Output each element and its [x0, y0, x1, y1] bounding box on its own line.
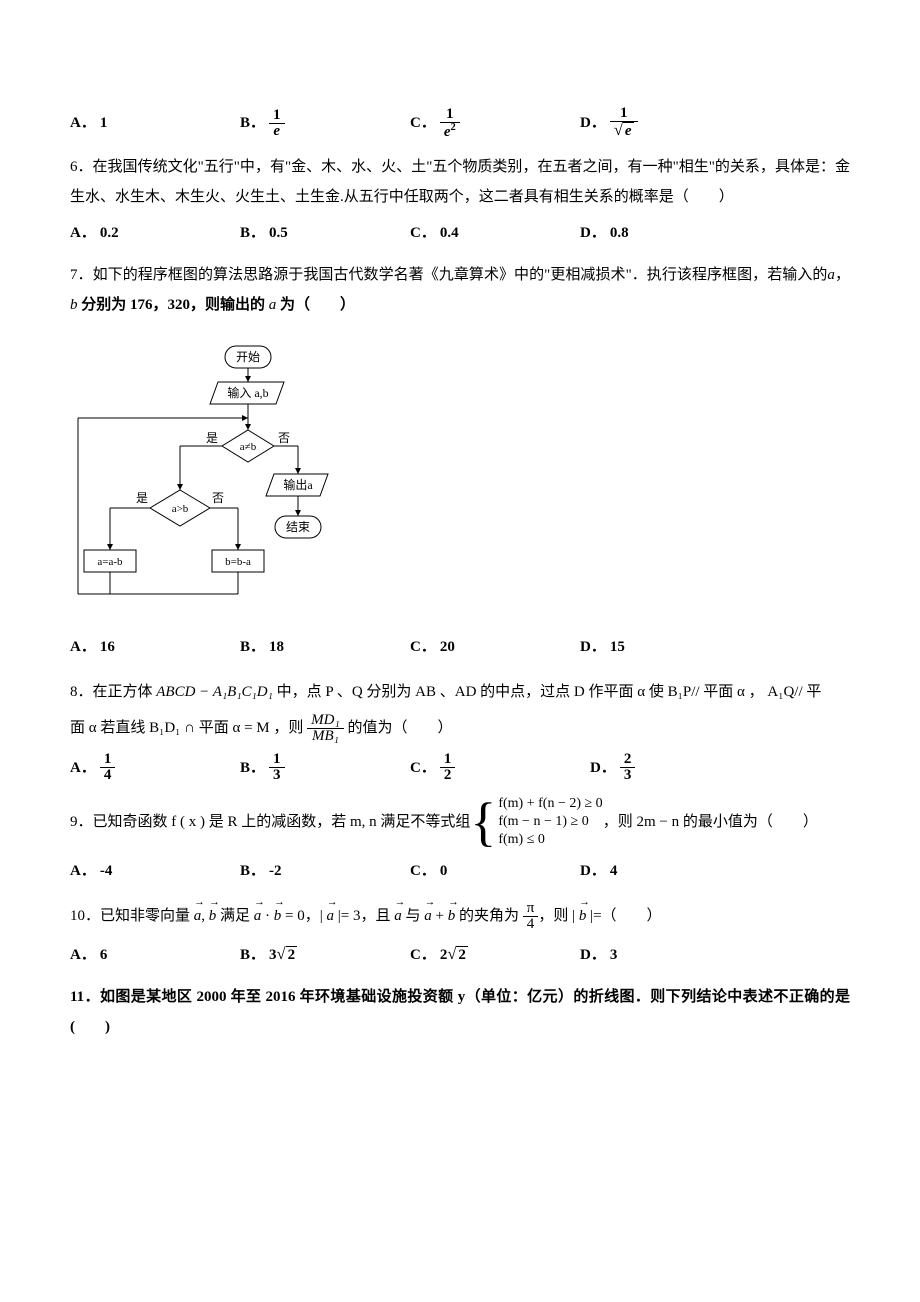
- q10-options: A． 6 B． 3√2 C． 2√2 D． 3: [70, 940, 850, 970]
- q7-option-d: D． 15: [580, 632, 750, 662]
- sqrt: √e: [614, 122, 634, 140]
- q5-option-a: A． 1: [70, 106, 240, 140]
- equation-system: { f(m) + f(n − 2) ≥ 0 f(m − n − 1) ≥ 0 f…: [470, 795, 602, 850]
- q6-option-b: B． 0.5: [240, 218, 410, 248]
- q9-option-c: C． 0: [410, 856, 580, 886]
- q8-option-c: C． 12: [410, 752, 590, 783]
- option-letter: C．: [410, 108, 436, 138]
- flow-yes1: 是: [206, 431, 218, 445]
- q6-option-d: D． 0.8: [580, 218, 750, 248]
- q11-text: 11．如图是某地区 2000 年至 2016 年环境基础设施投资额 y（单位：亿…: [70, 982, 850, 1042]
- flow-op2: b=b-a: [225, 556, 251, 568]
- flow-cond1: a≠b: [240, 441, 257, 453]
- flow-cond2: a>b: [172, 503, 189, 515]
- option-value: 1: [100, 108, 108, 138]
- fraction: 1 √e: [610, 106, 638, 140]
- fraction: 1 e: [269, 108, 285, 139]
- q8-options: A． 14 B． 13 C． 12 D． 23: [70, 752, 850, 783]
- flowchart-svg: 开始 输入 a,b a≠b 是 否 输出a 结束: [70, 338, 330, 618]
- q10-option-b: B． 3√2: [240, 940, 410, 970]
- q9-text: 9．已知奇函数 f ( x ) 是 R 上的减函数，若 m, n 满足不等式组 …: [70, 795, 850, 850]
- q10-text: 10．已知非零向量 a, b 满足 a · b = 0，| a |= 3，且 a…: [70, 898, 850, 934]
- q5-option-b: B． 1 e: [240, 106, 410, 140]
- q7-option-b: B． 18: [240, 632, 410, 662]
- fraction: 1 e2: [440, 107, 460, 140]
- q6-options: A． 0.2 B． 0.5 C． 0.4 D． 0.8: [70, 218, 850, 248]
- q10-option-c: C． 2√2: [410, 940, 580, 970]
- q7-option-c: C． 20: [410, 632, 580, 662]
- q5-option-c: C． 1 e2: [410, 106, 580, 140]
- q10-option-a: A． 6: [70, 940, 240, 970]
- flow-no1: 否: [278, 431, 290, 445]
- flow-end: 结束: [286, 520, 310, 534]
- q8-option-b: B． 13: [240, 752, 410, 783]
- q9-option-b: B． -2: [240, 856, 410, 886]
- q5-option-d: D． 1 √e: [580, 106, 750, 140]
- q7-text: 7．如下的程序框图的算法思路源于我国古代数学名著《九章算术》中的"更相减损术"．…: [70, 260, 850, 320]
- exam-page: A． 1 B． 1 e C． 1 e2 D． 1 √e 6．在我国传统文化"五行…: [0, 0, 920, 1104]
- q7-option-a: A． 16: [70, 632, 240, 662]
- flow-no2: 否: [212, 491, 224, 505]
- q8-option-d: D． 23: [590, 752, 760, 783]
- fraction: MD₁ MB₁: [307, 713, 344, 744]
- q9-option-d: D． 4: [580, 856, 750, 886]
- option-letter: B．: [240, 108, 265, 138]
- option-letter: A．: [70, 108, 96, 138]
- q5-options: A． 1 B． 1 e C． 1 e2 D． 1 √e: [70, 106, 850, 140]
- q7-flowchart: 开始 输入 a,b a≠b 是 否 输出a 结束: [70, 338, 850, 618]
- q9-options: A． -4 B． -2 C． 0 D． 4: [70, 856, 850, 886]
- flow-output: 输出a: [283, 477, 313, 492]
- q9-option-a: A． -4: [70, 856, 240, 886]
- flow-op1: a=a-b: [97, 556, 123, 568]
- q10-option-d: D． 3: [580, 940, 750, 970]
- flow-input: 输入 a,b: [227, 385, 268, 400]
- q6-option-a: A． 0.2: [70, 218, 240, 248]
- flow-yes2: 是: [136, 491, 148, 505]
- q6-text: 6．在我国传统文化"五行"中，有"金、木、水、火、土"五个物质类别，在五者之间，…: [70, 152, 850, 212]
- q6-option-c: C． 0.4: [410, 218, 580, 248]
- q7-options: A． 16 B． 18 C． 20 D． 15: [70, 632, 850, 662]
- q8-option-a: A． 14: [70, 752, 240, 783]
- option-letter: D．: [580, 108, 606, 138]
- q8-text: 8．在正方体 ABCD − A₁B₁C₁D₁ 中，点 P 、Q 分别为 AB 、…: [70, 674, 850, 746]
- flow-start: 开始: [236, 350, 260, 364]
